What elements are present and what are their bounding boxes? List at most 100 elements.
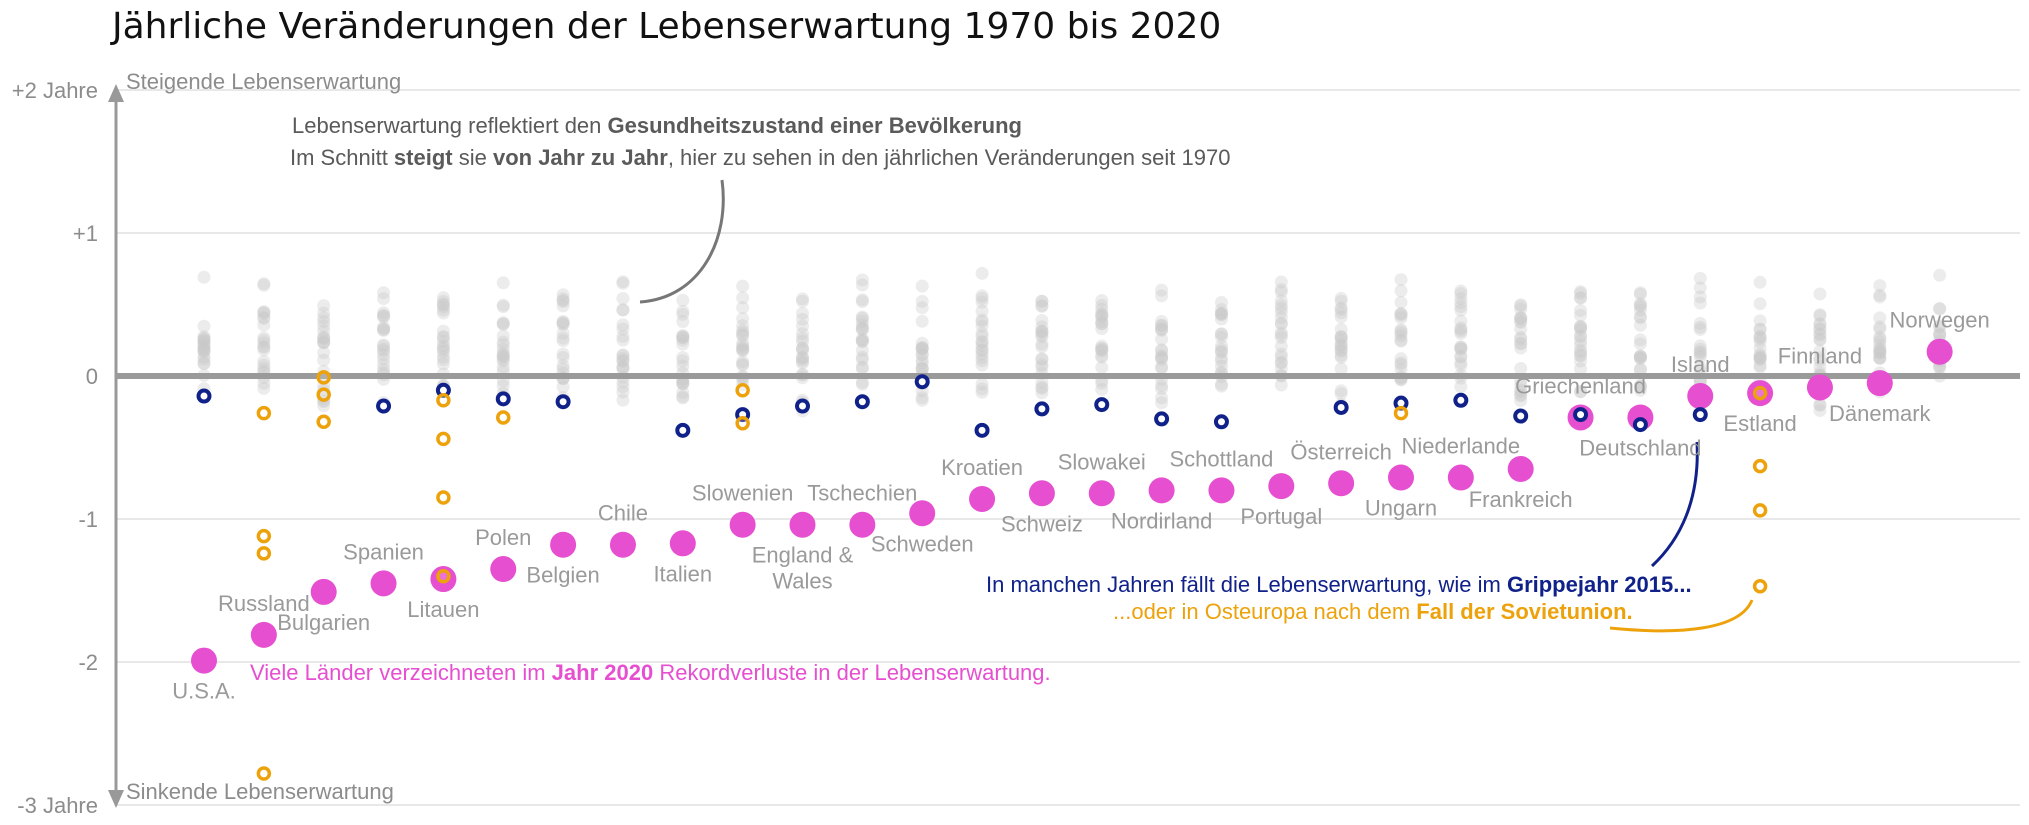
background-point [377, 309, 391, 323]
point-2020-1 [250, 621, 277, 648]
country-label-27: Finnland [1778, 343, 1862, 368]
background-point [1274, 305, 1288, 319]
background-point [1813, 398, 1827, 412]
background-point [556, 294, 570, 308]
background-point [257, 311, 271, 325]
background-point [616, 329, 630, 343]
background-point [1334, 330, 1348, 344]
background-point [556, 331, 570, 345]
background-point [1394, 324, 1408, 338]
background-point [377, 292, 391, 306]
background-point [1454, 287, 1468, 301]
country-label-28: Dänemark [1829, 401, 1931, 426]
point-2020-27 [1806, 374, 1833, 401]
background-point [1633, 299, 1647, 313]
background-point [1394, 329, 1408, 343]
background-point [1394, 326, 1408, 340]
background-point [676, 354, 690, 368]
background-point [1454, 321, 1468, 335]
background-point [975, 335, 989, 349]
background-point [1394, 352, 1408, 366]
background-point [1394, 311, 1408, 325]
background-point [1394, 284, 1408, 298]
background-point [1334, 330, 1348, 344]
intro-text-2a: Im Schnitt [290, 145, 394, 170]
point-2015-3 [376, 398, 392, 414]
background-point [1394, 356, 1408, 370]
country-label-23: Griechenland [1515, 373, 1646, 398]
background-point [1274, 285, 1288, 299]
background-point [1633, 333, 1647, 347]
background-point [1693, 342, 1707, 356]
y-axis-arrow-down [108, 790, 124, 808]
background-point [676, 331, 690, 345]
point-2020-26 [1747, 380, 1774, 407]
background-point [197, 342, 211, 356]
point-2015-13 [974, 422, 990, 438]
background-point [1035, 381, 1049, 395]
background-point [1095, 350, 1109, 364]
point-2015-10 [795, 398, 810, 414]
background-point [377, 322, 391, 336]
background-point [616, 322, 630, 336]
background-point [257, 318, 271, 332]
intro-annotation-line2: Im Schnitt steigt sie von Jahr zu Jahr, … [290, 145, 1230, 170]
background-point [1514, 312, 1528, 326]
background-point [1693, 339, 1707, 353]
background-point [1214, 327, 1228, 341]
background-point [616, 361, 630, 375]
background-point [1873, 332, 1887, 346]
point-2015-21 [1453, 392, 1469, 408]
background-point [1633, 350, 1647, 364]
background-point [1574, 354, 1588, 368]
background-point [1574, 309, 1588, 323]
point-soviet-5-0 [496, 410, 511, 425]
background-point [1753, 349, 1767, 363]
background-point [197, 338, 211, 352]
background-point [1514, 332, 1528, 346]
background-point [1214, 303, 1228, 317]
background-point [676, 329, 690, 343]
background-point [1155, 351, 1169, 365]
background-point [1693, 316, 1707, 330]
background-point [1095, 293, 1109, 307]
background-point [1394, 362, 1408, 376]
background-point [1035, 325, 1049, 339]
background-point [796, 294, 809, 308]
intro-text-2c: sie [453, 145, 493, 170]
point-2015-11 [854, 394, 870, 410]
background-point [1873, 311, 1887, 325]
background-point [855, 321, 869, 335]
background-point [496, 276, 510, 290]
background-point [1334, 338, 1348, 352]
background-point [1274, 356, 1288, 370]
background-point [496, 342, 510, 356]
background-point [1095, 317, 1109, 331]
background-point [1394, 295, 1408, 309]
background-point [796, 355, 809, 369]
country-label-1: Russland [218, 591, 310, 616]
background-point [975, 358, 989, 372]
point-2015-23 [1573, 407, 1589, 423]
background-point [197, 350, 211, 364]
background-point [1095, 339, 1109, 353]
background-point [1693, 296, 1707, 310]
background-point [436, 297, 450, 311]
record-text-c: Rekordverluste in der Lebenserwartung. [653, 660, 1050, 685]
background-point [1633, 299, 1647, 313]
background-point [197, 345, 211, 359]
background-point [556, 288, 570, 302]
point-2015-19 [1333, 399, 1349, 415]
background-point [1633, 318, 1647, 332]
background-point [736, 336, 750, 350]
background-point [1633, 363, 1647, 377]
background-point [915, 393, 929, 407]
background-point [736, 301, 750, 315]
background-point [556, 326, 570, 340]
background-point [556, 315, 570, 329]
background-point [1274, 275, 1288, 289]
background-point [1933, 320, 1947, 334]
background-point [197, 339, 211, 353]
background-point [796, 342, 809, 356]
background-point [1813, 328, 1827, 342]
